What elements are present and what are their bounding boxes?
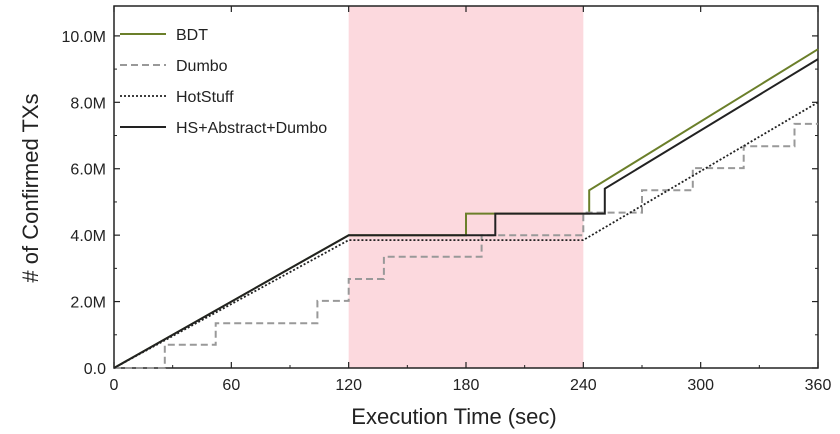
series-line-3 — [113, 58, 819, 369]
plot-background — [348, 6, 584, 368]
legend-label: Dumbo — [176, 58, 228, 75]
y-tick-label: 2.0M — [70, 295, 106, 312]
series-line-1 — [114, 122, 818, 369]
y-tick-label: 8.0M — [70, 95, 106, 112]
y-axis-label: # of Confirmed TXs — [18, 93, 43, 282]
legend: BDT Dumbo HotStuff HS+Abstract+Dumbo — [120, 27, 327, 137]
shaded-region — [348, 6, 584, 368]
series-line-2 — [113, 101, 819, 369]
y-tick-label: 10.0M — [62, 29, 106, 46]
x-axis-label: Execution Time (sec) — [351, 404, 556, 429]
series-lines — [113, 48, 819, 369]
x-tick-label: 60 — [222, 377, 240, 394]
x-tick-label: 0 — [110, 377, 119, 394]
y-tick-label: 4.0M — [70, 228, 106, 245]
y-tick-label: 0.0 — [84, 361, 106, 378]
x-tick-label: 180 — [453, 377, 480, 394]
axes: 0 60 120 180 240 300 360 0.0 2.0M 4.0M 6.0M 8.0M 10.… — [62, 5, 832, 394]
legend-label: HotStuff — [176, 89, 234, 106]
x-tick-label: 240 — [570, 377, 597, 394]
x-tick-label: 360 — [805, 377, 832, 394]
y-tick-label: 6.0M — [70, 162, 106, 179]
legend-label: HS+Abstract+Dumbo — [176, 120, 327, 137]
legend-label: BDT — [176, 27, 208, 44]
x-tick-label: 120 — [335, 377, 362, 394]
x-tick-label: 300 — [687, 377, 714, 394]
